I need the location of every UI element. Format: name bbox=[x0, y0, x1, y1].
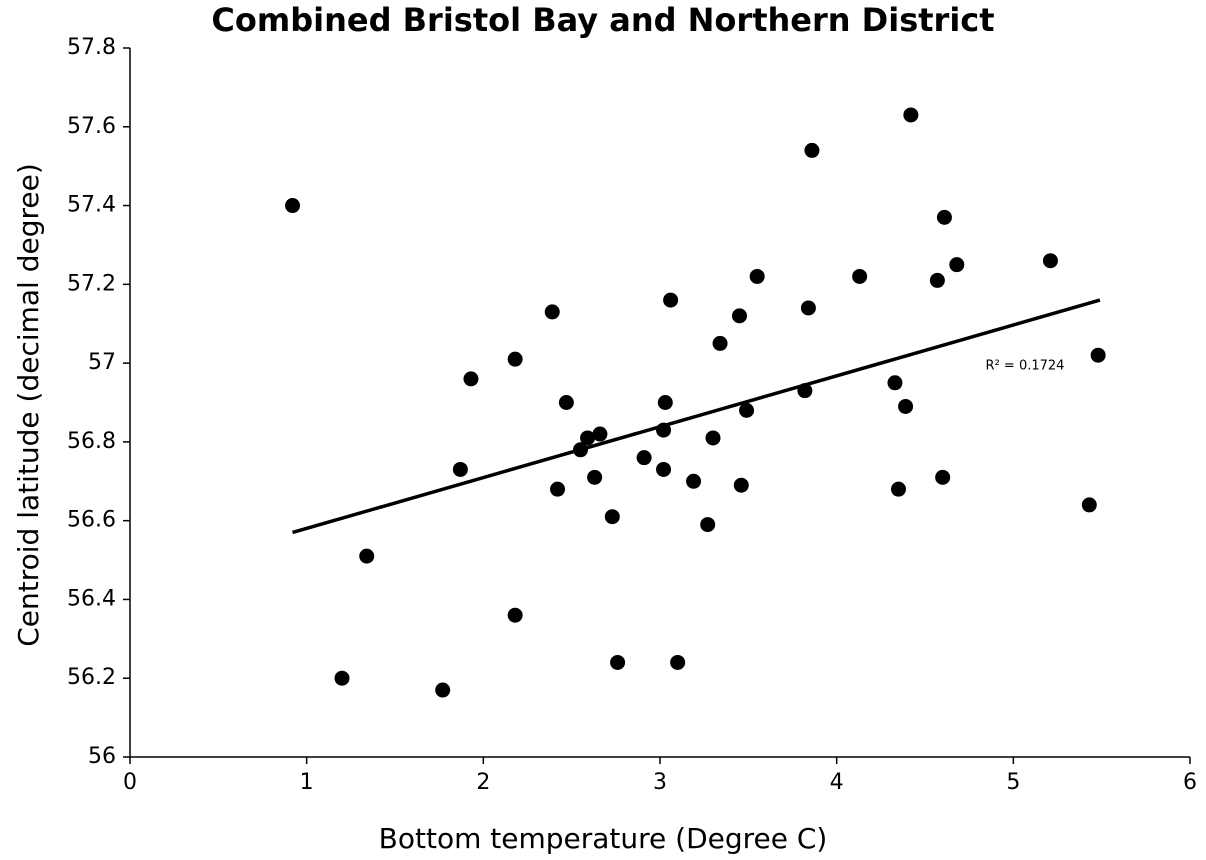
point bbox=[285, 198, 301, 214]
point bbox=[700, 517, 716, 533]
y-tick-label: 56.8 bbox=[67, 429, 116, 454]
y-tick-label: 57 bbox=[88, 350, 116, 375]
point bbox=[463, 371, 479, 387]
point bbox=[670, 654, 686, 670]
point bbox=[507, 351, 523, 367]
x-tick-label: 0 bbox=[123, 770, 137, 795]
point bbox=[800, 300, 816, 316]
point bbox=[887, 375, 903, 391]
point bbox=[544, 304, 560, 320]
point bbox=[891, 481, 906, 497]
point bbox=[587, 469, 603, 485]
y-tick-label: 57.8 bbox=[67, 35, 116, 60]
point bbox=[1042, 253, 1058, 269]
point bbox=[610, 654, 626, 670]
y-tick-label: 56 bbox=[88, 744, 116, 769]
point bbox=[604, 509, 620, 525]
point bbox=[898, 398, 914, 414]
trendline bbox=[292, 298, 1101, 535]
y-axis-label: Centroid latitude (decimal degree) bbox=[12, 163, 45, 647]
point bbox=[804, 142, 820, 158]
y-tick-label: 57.2 bbox=[67, 271, 116, 296]
point bbox=[663, 292, 679, 308]
y-tick-label: 56.4 bbox=[67, 586, 116, 611]
point bbox=[749, 268, 765, 284]
point bbox=[550, 481, 566, 497]
point bbox=[359, 548, 375, 564]
point bbox=[712, 335, 728, 351]
point bbox=[657, 395, 673, 410]
point bbox=[452, 461, 468, 477]
y-tick-label: 57.6 bbox=[67, 114, 116, 139]
point bbox=[936, 209, 952, 225]
point bbox=[592, 426, 608, 442]
point bbox=[636, 450, 652, 466]
point bbox=[739, 402, 755, 418]
annotation: R² = 0.1724 bbox=[986, 359, 1065, 374]
y-tick-label: 56.6 bbox=[67, 508, 116, 533]
x-axis-label: Bottom temperature (Degree C) bbox=[379, 822, 828, 855]
point bbox=[935, 469, 951, 485]
point bbox=[705, 430, 721, 446]
point bbox=[507, 607, 523, 623]
x-tick-label: 2 bbox=[476, 770, 490, 795]
point bbox=[656, 461, 672, 477]
point bbox=[435, 682, 451, 698]
point bbox=[929, 272, 945, 288]
chart-title: Combined Bristol Bay and Northern Distri… bbox=[211, 1, 994, 39]
point bbox=[686, 473, 702, 489]
y-tick-label: 56.2 bbox=[67, 665, 116, 690]
y-tick-label: 57.4 bbox=[67, 193, 116, 218]
point bbox=[1090, 347, 1106, 363]
point bbox=[949, 257, 965, 273]
point bbox=[558, 395, 574, 410]
point bbox=[334, 670, 350, 686]
point bbox=[580, 430, 596, 446]
point bbox=[733, 477, 749, 493]
x-tick-label: 5 bbox=[1006, 770, 1020, 795]
x-tick-label: 3 bbox=[653, 770, 667, 795]
point bbox=[903, 107, 919, 123]
point bbox=[852, 268, 868, 284]
x-tick-label: 4 bbox=[830, 770, 844, 795]
point bbox=[732, 308, 747, 324]
x-tick-label: 6 bbox=[1183, 770, 1197, 795]
x-tick-label: 1 bbox=[300, 770, 314, 795]
point bbox=[1081, 497, 1097, 513]
